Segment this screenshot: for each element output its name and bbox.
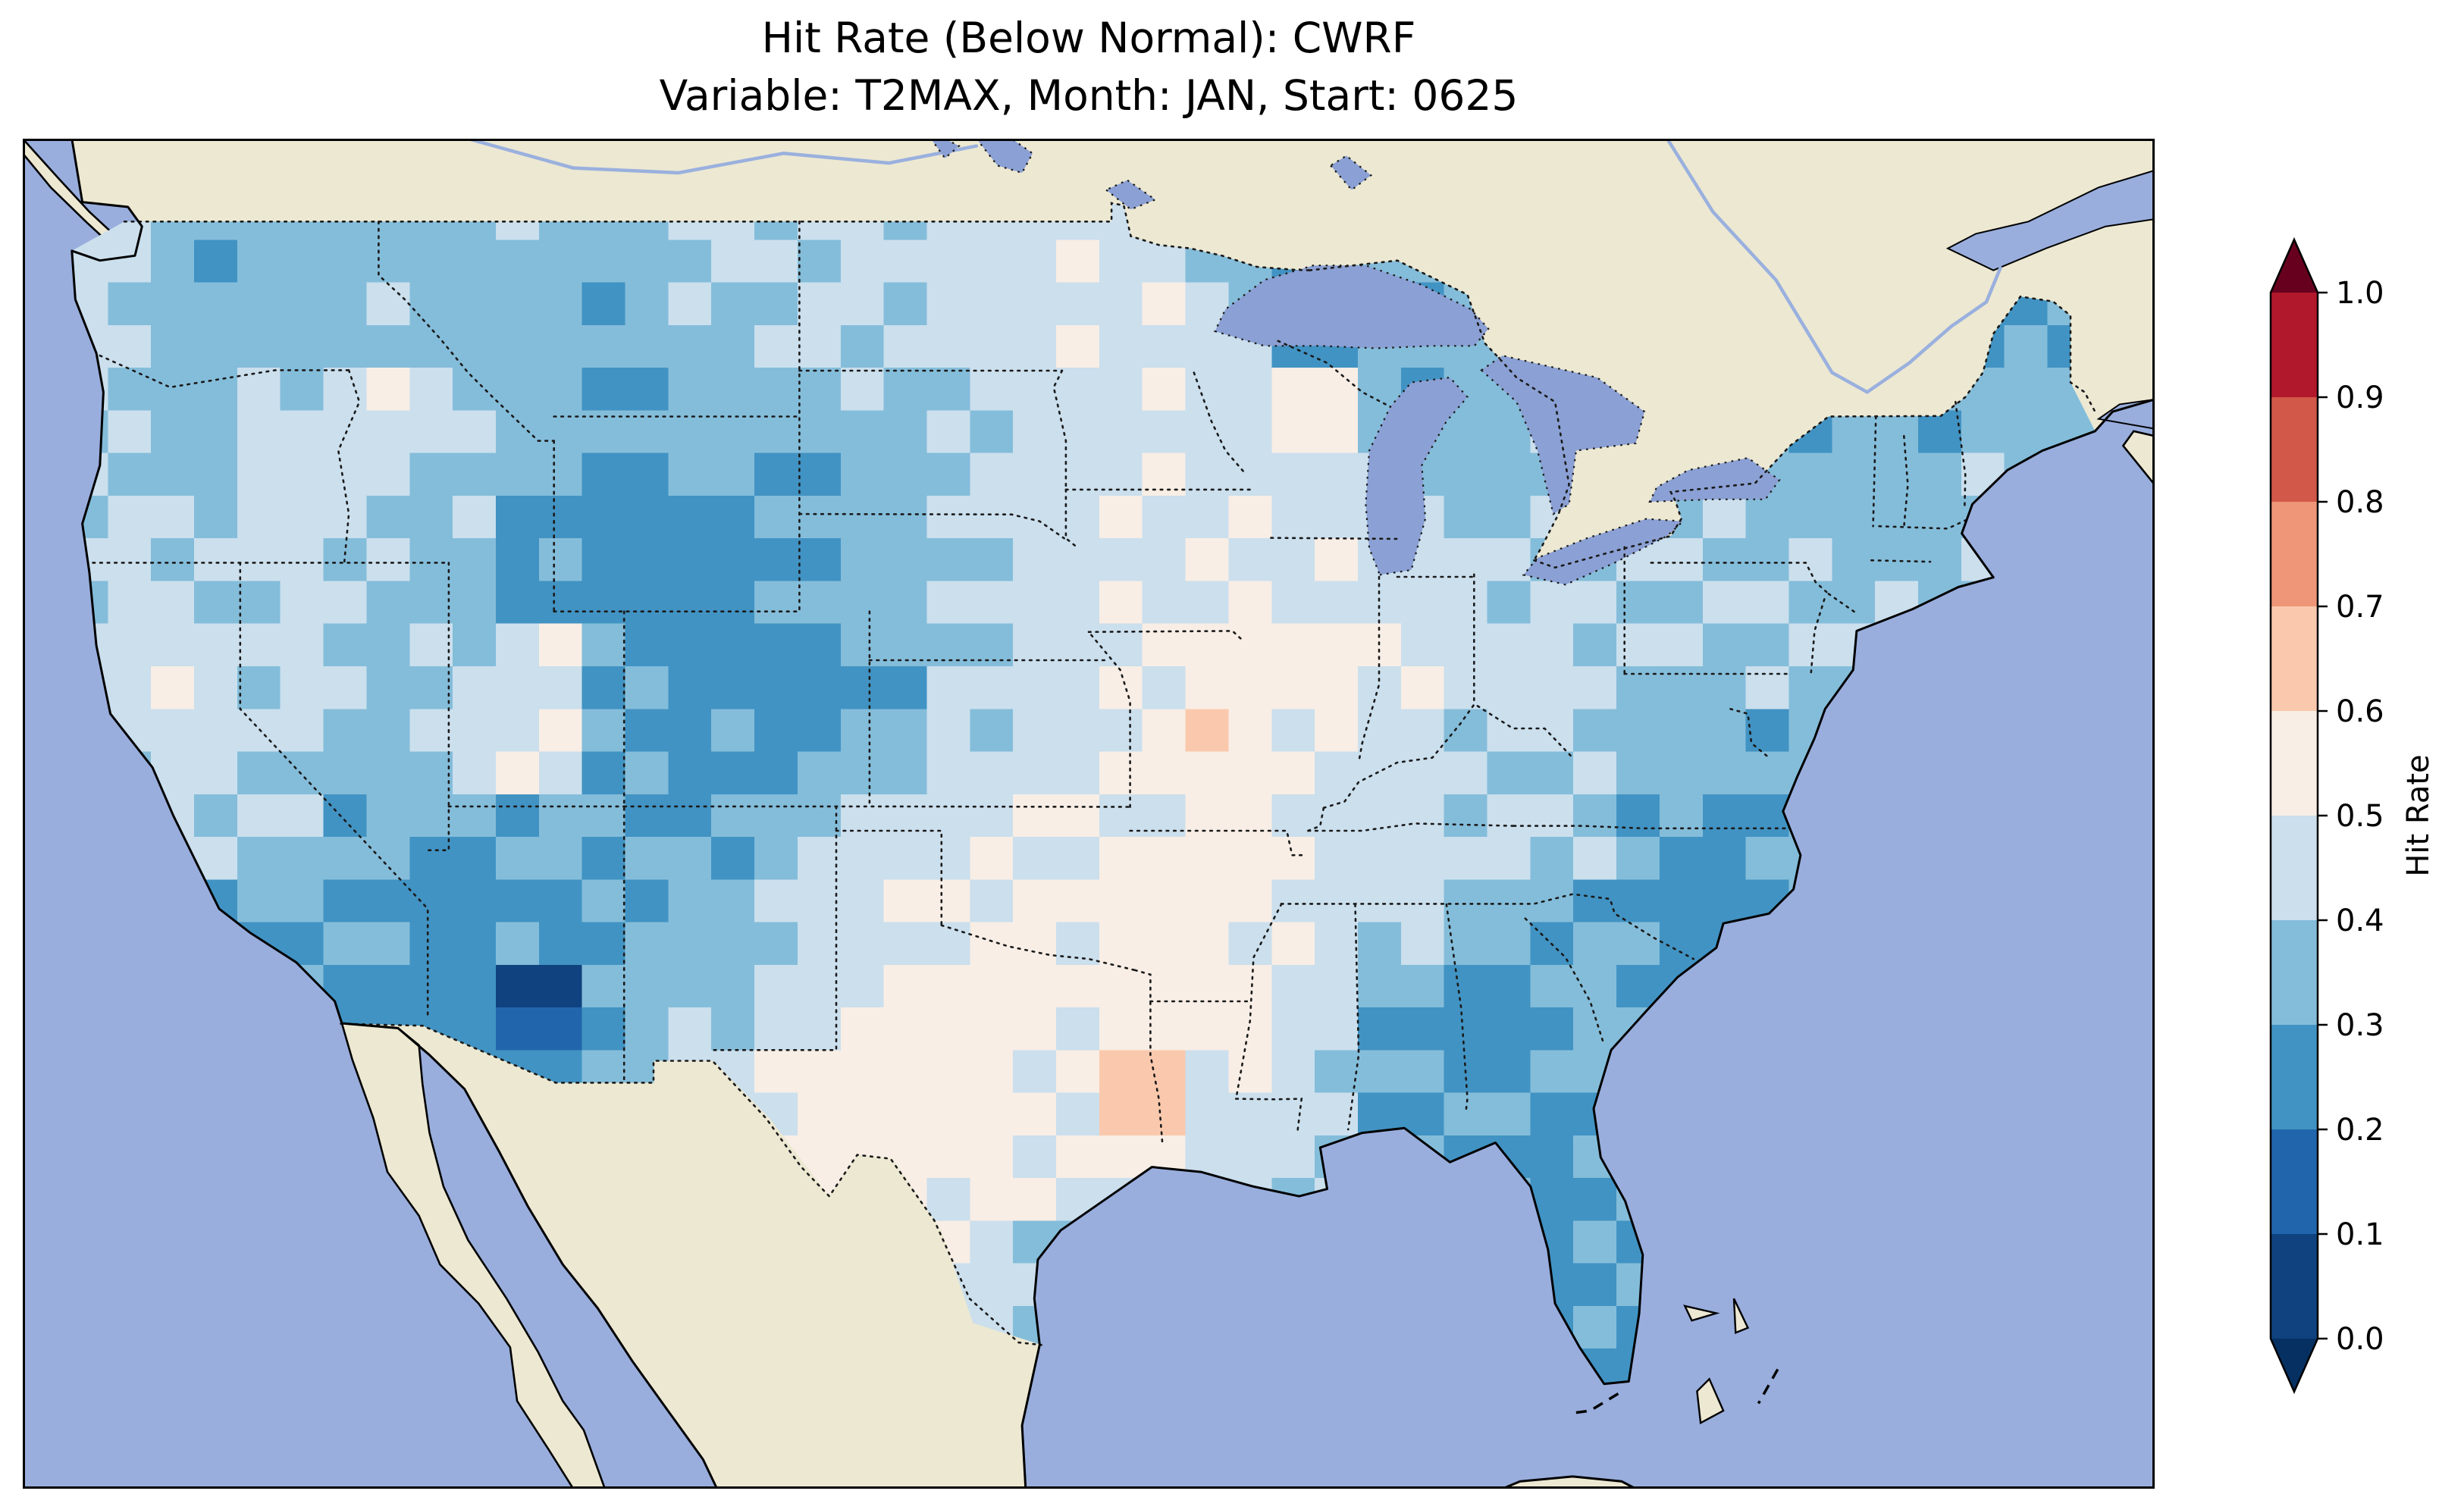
colorbar-ticks: 1.0 0.9 0.8 0.7 0.6 0.5 0.4 0.3 0.2 0.1 0.0 xyxy=(2318,276,2384,1357)
svg-text:0.9: 0.9 xyxy=(2336,381,2384,415)
svg-text:0.5: 0.5 xyxy=(2336,799,2384,834)
great-lakes xyxy=(929,139,1781,586)
coastlines xyxy=(71,139,2155,1489)
st-lawrence-water xyxy=(1945,169,2155,487)
colorbar-under-arrow xyxy=(2271,1339,2318,1392)
national-borders xyxy=(123,202,2096,1346)
chart-title: Hit Rate (Below Normal): CWRF xyxy=(761,14,1416,62)
colorbar-label: Hit Rate xyxy=(2401,754,2436,876)
caribbean-islands xyxy=(1499,1298,1779,1489)
colorbar: 1.0 0.9 0.8 0.7 0.6 0.5 0.4 0.3 0.2 0.1 0.0 Hit Rat… xyxy=(2269,236,2436,1395)
chart-subtitle: Variable: T2MAX, Month: JAN, Start: 0625 xyxy=(659,71,1519,120)
svg-text:0.1: 0.1 xyxy=(2336,1217,2384,1252)
chart-title-block: Hit Rate (Below Normal): CWRF Variable: … xyxy=(23,9,2155,124)
state-borders xyxy=(92,221,1967,1144)
colorbar-over-arrow xyxy=(2271,240,2318,293)
us-hit-rate-map xyxy=(23,139,2155,1489)
svg-text:0.7: 0.7 xyxy=(2336,590,2384,625)
svg-text:0.6: 0.6 xyxy=(2336,694,2384,729)
axes-spine xyxy=(23,139,2155,1489)
svg-text:0.3: 0.3 xyxy=(2336,1008,2384,1043)
map-axes xyxy=(23,139,2155,1489)
svg-text:0.0: 0.0 xyxy=(2336,1322,2384,1357)
colorbar-body xyxy=(2269,236,2319,1395)
svg-text:1.0: 1.0 xyxy=(2336,276,2384,311)
svg-text:0.2: 0.2 xyxy=(2336,1113,2384,1148)
svg-text:0.4: 0.4 xyxy=(2336,904,2384,938)
svg-text:0.8: 0.8 xyxy=(2336,485,2384,520)
rivers xyxy=(466,139,2002,394)
